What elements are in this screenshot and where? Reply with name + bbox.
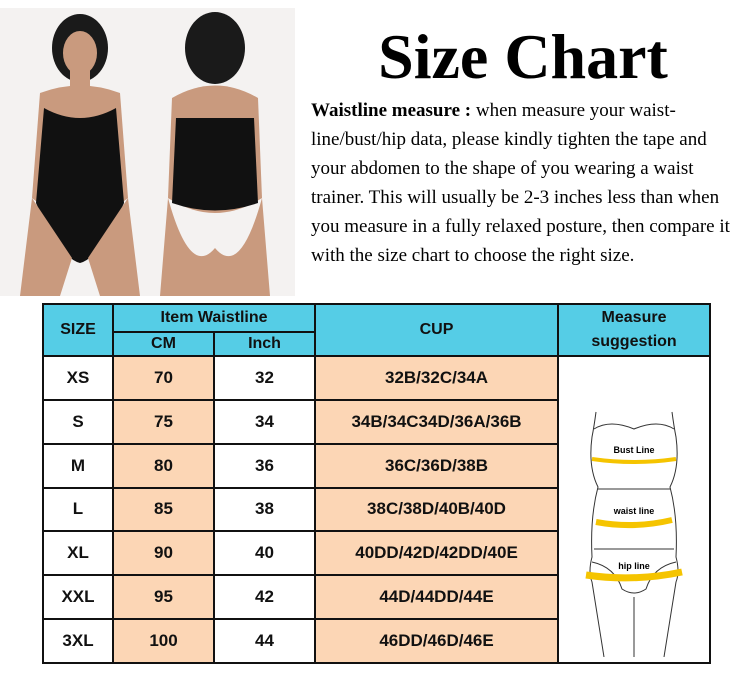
description-text: when measure your waist-line/bust/hip da…: [311, 100, 730, 266]
cell-cup: 32B/32C/34A: [314, 355, 560, 401]
table-row: XS 70 32 32B/32C/34A Bust Line waist line hip …: [42, 355, 712, 664]
cell-inch: 36: [212, 442, 317, 489]
model-front: [20, 14, 140, 296]
cell-inch: 34: [212, 398, 317, 445]
table-row: 3XL 100 44 46DD/46D/46E: [42, 618, 710, 664]
header-size: SIZE: [42, 303, 114, 357]
header-cm: CM: [112, 331, 215, 357]
measure-description: Waistline measure : when measure your wa…: [311, 96, 731, 270]
table-row: L 85 38 38C/38D/40B/40D: [42, 486, 710, 533]
cell-cm: 70: [112, 355, 215, 401]
table-row: XL 90 40 40DD/42D/42DD/40E: [42, 530, 710, 577]
size-table: SIZE Item Waistline CUP Measure suggesti…: [42, 303, 712, 664]
header-measure-label: Measure suggestion: [591, 309, 677, 350]
header-waistline: Item Waistline: [111, 303, 317, 333]
cell-cm: 75: [112, 398, 215, 445]
cell-inch: 32: [212, 355, 317, 401]
waist-line-label: waist line: [613, 506, 655, 516]
cell-cup: 46DD/46D/46E: [314, 618, 560, 664]
measure-figure: Bust Line waist line hip line: [557, 355, 712, 664]
cell-inch: 44: [212, 618, 317, 664]
cell-inch: 40: [212, 530, 317, 577]
cell-cm: 100: [112, 618, 215, 664]
cell-size: S: [42, 398, 114, 445]
cell-cup: 34B/34C34D/36A/36B: [314, 398, 560, 445]
cell-size: L: [42, 486, 114, 533]
cell-cup: 44D/44DD/44E: [314, 574, 560, 621]
header-measure: Measure suggestion: [557, 303, 712, 357]
cell-cup: 36C/36D/38B: [314, 442, 560, 489]
bust-line-label: Bust Line: [614, 445, 655, 455]
page-title: Size Chart: [378, 21, 668, 92]
cell-size: XS: [42, 355, 114, 401]
header-cup: CUP: [314, 303, 560, 357]
table-row: XXL 95 42 44D/44DD/44E: [42, 574, 710, 621]
cell-inch: 38: [212, 486, 317, 533]
body-measure-icon: Bust Line waist line hip line: [585, 411, 683, 658]
cell-size: M: [42, 442, 114, 489]
table-row: M 80 36 36C/36D/38B: [42, 442, 710, 489]
table-row: S 75 34 34B/34C34D/36A/36B: [42, 398, 710, 445]
description-lead: Waistline measure :: [311, 100, 472, 121]
cell-cm: 85: [112, 486, 215, 533]
cell-cup: 38C/38D/40B/40D: [314, 486, 560, 533]
cell-size: 3XL: [42, 618, 114, 664]
cell-cm: 95: [112, 574, 215, 621]
cell-cm: 80: [112, 442, 215, 489]
hip-line-label: hip line: [618, 561, 650, 571]
cell-size: XXL: [42, 574, 114, 621]
model-back: [160, 12, 270, 296]
cell-cm: 90: [112, 530, 215, 577]
cell-size: XL: [42, 530, 114, 577]
cell-inch: 42: [212, 574, 317, 621]
cell-cup: 40DD/42D/42DD/40E: [314, 530, 560, 577]
header-inch: Inch: [212, 331, 317, 357]
product-photo: [0, 8, 295, 296]
